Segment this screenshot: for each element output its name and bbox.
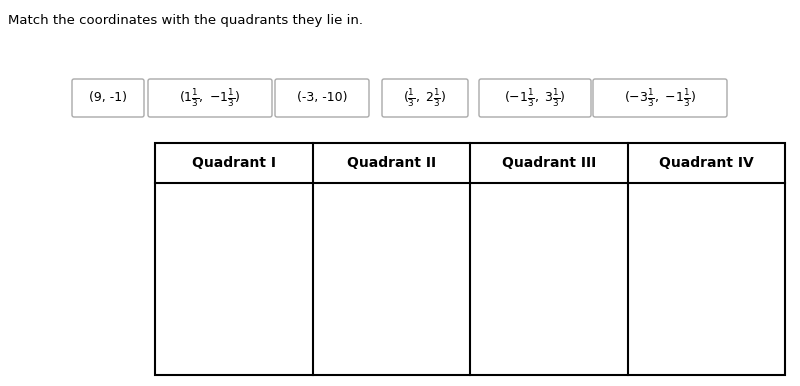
FancyBboxPatch shape [479,79,591,117]
FancyBboxPatch shape [382,79,468,117]
Text: $(-1\frac{1}{3},\ 3\frac{1}{3})$: $(-1\frac{1}{3},\ 3\frac{1}{3})$ [504,87,566,109]
FancyBboxPatch shape [148,79,272,117]
Text: Match the coordinates with the quadrants they lie in.: Match the coordinates with the quadrants… [8,14,363,27]
Text: $(\frac{1}{3},\ 2\frac{1}{3})$: $(\frac{1}{3},\ 2\frac{1}{3})$ [403,87,446,109]
Text: (-3, -10): (-3, -10) [297,91,347,105]
Text: (9, -1): (9, -1) [89,91,127,105]
FancyBboxPatch shape [593,79,727,117]
Text: Quadrant III: Quadrant III [502,156,596,170]
FancyBboxPatch shape [72,79,144,117]
Text: $(1\frac{1}{3},\ {-1\frac{1}{3}})$: $(1\frac{1}{3},\ {-1\frac{1}{3}})$ [179,87,241,109]
Bar [155,143,785,375]
Text: $(-3\frac{1}{3},\ {-1\frac{1}{3}})$: $(-3\frac{1}{3},\ {-1\frac{1}{3}})$ [624,87,696,109]
Text: Quadrant I: Quadrant I [192,156,276,170]
Text: Quadrant II: Quadrant II [346,156,436,170]
Text: Quadrant IV: Quadrant IV [659,156,754,170]
FancyBboxPatch shape [275,79,369,117]
